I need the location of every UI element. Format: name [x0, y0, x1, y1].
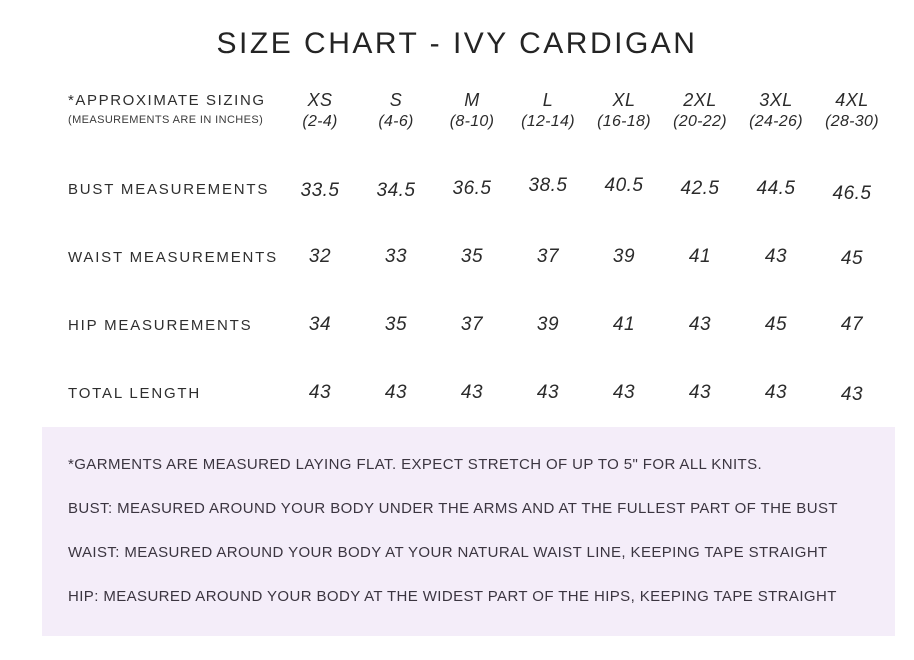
bust-value-3xl: 44.5	[756, 178, 796, 199]
size-range-label: (20-22)	[673, 113, 727, 130]
size-range-label: (24-26)	[749, 113, 803, 130]
length-value-s: 43	[384, 382, 408, 403]
table-row-bust: BUST MEASUREMENTS 33.5 34.5 36.5 38.5 40…	[68, 155, 890, 223]
length-value-xs: 43	[308, 382, 332, 403]
size-label: M	[464, 90, 480, 110]
waist-value-l: 37	[536, 246, 560, 267]
waist-value-xl: 39	[612, 246, 636, 267]
size-range-label: (28-30)	[825, 113, 879, 130]
hip-value-3xl: 45	[764, 314, 788, 335]
column-header-3xl: 3XL (24-26)	[738, 88, 814, 131]
length-value-xl: 43	[612, 382, 636, 403]
bust-value-xs: 33.5	[300, 180, 340, 201]
column-header-xs: XS (2-4)	[282, 88, 358, 131]
column-header-2xl: 2XL (20-22)	[662, 88, 738, 131]
length-value-l: 43	[536, 382, 560, 403]
row-label-total-length: TOTAL LENGTH	[68, 384, 202, 402]
size-label: XL	[612, 90, 636, 110]
measurements-unit-label: (MEASUREMENTS ARE IN INCHES)	[68, 114, 264, 126]
waist-value-4xl: 45	[840, 248, 864, 269]
length-value-2xl: 43	[688, 382, 712, 403]
size-label: S	[389, 90, 403, 110]
bust-value-l: 38.5	[528, 175, 568, 196]
size-range-label: (2-4)	[302, 113, 338, 130]
size-range-label: (4-6)	[378, 113, 414, 130]
waist-value-s: 33	[384, 246, 408, 267]
size-table-header-row: *APPROXIMATE SIZING (MEASUREMENTS ARE IN…	[68, 88, 890, 155]
size-label: L	[542, 90, 554, 110]
note-hip: HIP: MEASURED AROUND YOUR BODY AT THE WI…	[68, 588, 837, 605]
table-row-total-length: TOTAL LENGTH 43 43 43 43 43 43 43 43	[68, 359, 890, 427]
size-range-label: (12-14)	[521, 113, 575, 130]
size-label: 2XL	[683, 90, 717, 110]
row-label-hip: HIP MEASUREMENTS	[68, 316, 253, 334]
waist-value-xs: 32	[308, 246, 332, 267]
hip-value-m: 37	[460, 314, 484, 335]
size-range-label: (8-10)	[449, 113, 495, 130]
note-garments-measured: *GARMENTS ARE MEASURED LAYING FLAT. EXPE…	[68, 456, 763, 473]
hip-value-xs: 34	[308, 314, 332, 335]
table-corner: *APPROXIMATE SIZING (MEASUREMENTS ARE IN…	[68, 88, 282, 126]
note-waist: WAIST: MEASURED AROUND YOUR BODY AT YOUR…	[68, 544, 828, 561]
size-table: *APPROXIMATE SIZING (MEASUREMENTS ARE IN…	[68, 88, 890, 427]
measurement-notes-box: *GARMENTS ARE MEASURED LAYING FLAT. EXPE…	[42, 427, 895, 636]
row-label-waist: WAIST MEASUREMENTS	[68, 248, 278, 266]
hip-value-s: 35	[384, 314, 408, 335]
bust-value-xl: 40.5	[604, 175, 644, 196]
page-title: SIZE CHART - IVY CARDIGAN	[216, 27, 698, 60]
column-header-s: S (4-6)	[358, 88, 434, 131]
column-header-l: L (12-14)	[510, 88, 586, 131]
size-label: 3XL	[759, 90, 793, 110]
bust-value-2xl: 42.5	[680, 178, 720, 199]
bust-value-m: 36.5	[452, 178, 492, 199]
bust-value-4xl: 46.5	[832, 183, 872, 204]
length-value-3xl: 43	[764, 382, 788, 403]
waist-value-3xl: 43	[764, 246, 788, 267]
hip-value-2xl: 43	[688, 314, 712, 335]
size-label: 4XL	[835, 90, 869, 110]
column-header-4xl: 4XL (28-30)	[814, 88, 890, 131]
length-value-4xl: 43	[840, 384, 864, 405]
column-header-m: M (8-10)	[434, 88, 510, 131]
column-header-xl: XL (16-18)	[586, 88, 662, 131]
waist-value-m: 35	[460, 246, 484, 267]
hip-value-xl: 41	[612, 314, 636, 335]
row-label-bust: BUST MEASUREMENTS	[68, 180, 270, 198]
note-bust: BUST: MEASURED AROUND YOUR BODY UNDER TH…	[68, 500, 838, 517]
table-row-waist: WAIST MEASUREMENTS 32 33 35 37 39 41 43 …	[68, 223, 890, 291]
approximate-sizing-label: *APPROXIMATE SIZING	[68, 92, 266, 109]
hip-value-l: 39	[536, 314, 560, 335]
length-value-m: 43	[460, 382, 484, 403]
bust-value-s: 34.5	[376, 180, 416, 201]
waist-value-2xl: 41	[688, 246, 712, 267]
size-label: XS	[307, 90, 333, 110]
size-range-label: (16-18)	[597, 113, 651, 130]
table-row-hip: HIP MEASUREMENTS 34 35 37 39 41 43 45 47	[68, 291, 890, 359]
hip-value-4xl: 47	[840, 314, 864, 335]
